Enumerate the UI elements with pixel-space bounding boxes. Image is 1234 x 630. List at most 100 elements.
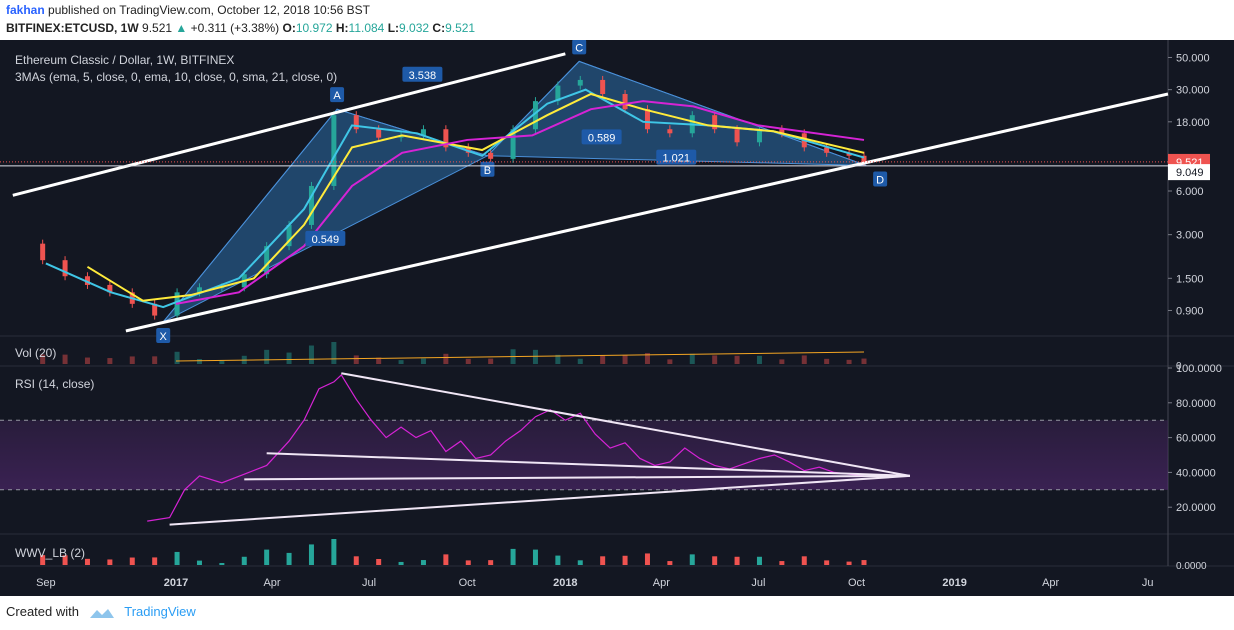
pattern-point-label: C	[575, 42, 583, 54]
volume-bar	[779, 359, 785, 364]
high-value: 11.084	[348, 21, 385, 35]
candle-body	[622, 93, 628, 110]
pattern-point-label: A	[333, 90, 341, 102]
volume-bar	[846, 359, 852, 364]
rsi-tick-label: 40.0000	[1176, 467, 1216, 479]
volume-bar	[40, 354, 46, 364]
rsi-label: RSI (14, close)	[15, 377, 94, 391]
rsi-pane	[147, 372, 911, 526]
volume-bar	[532, 349, 538, 364]
close-value: 9.521	[445, 21, 476, 35]
close-label: C:	[432, 21, 446, 35]
candle-body	[644, 109, 650, 130]
high-label: H:	[335, 21, 349, 35]
tradingview-brand-link[interactable]: TradingView	[124, 604, 196, 619]
axes: 50.00030.00018.00010.0006.0003.0001.5000…	[0, 52, 1222, 589]
volume-bar	[196, 358, 202, 364]
volume-bar	[465, 358, 471, 364]
wwv-label: WWV_LB (2)	[15, 546, 85, 560]
price-tag-2-label: 9.049	[1176, 167, 1204, 179]
candle-body	[756, 129, 762, 143]
volume-bar	[331, 342, 337, 364]
ma-indicator-label: 3MAs (ema, 5, close, 0, ema, 10, close, …	[15, 70, 337, 84]
candle-body	[40, 243, 46, 261]
pattern-labels: X A B C D 3.538 0.549 1.021 0.589	[156, 40, 888, 343]
time-tick-label: Apr	[1042, 577, 1059, 589]
candle-body	[376, 129, 382, 138]
wwv-bar	[644, 553, 650, 565]
wwv-bar	[861, 560, 867, 565]
rsi-trendline	[266, 452, 910, 477]
chart-canvas[interactable]: X A B C D 3.538 0.549 1.021 0.589 50.000 30.000 18…	[0, 40, 1234, 596]
up-arrow-icon: ▲	[175, 21, 188, 35]
wwv-bar	[600, 556, 606, 565]
candle-body	[846, 152, 852, 156]
wwv-zero-label: 0.0000	[1176, 561, 1207, 572]
candle-body	[712, 115, 718, 130]
candle-body	[824, 147, 830, 153]
time-tick-label: Jul	[362, 577, 376, 589]
pattern-legs	[162, 60, 867, 323]
wwv-bar	[756, 556, 762, 565]
wwv-bar	[465, 560, 471, 565]
volume-bar	[152, 356, 158, 364]
wwv-bar	[219, 563, 225, 565]
candle-body	[779, 129, 785, 134]
wwv-bar	[443, 554, 449, 565]
time-tick-label: Apr	[263, 577, 280, 589]
pattern-ratio-label: 1.021	[663, 153, 691, 165]
created-with-text: Created with	[6, 604, 79, 619]
pattern-point-label: X	[160, 331, 168, 343]
volume-bar	[712, 355, 718, 364]
author-link[interactable]: fakhan	[6, 3, 45, 17]
pattern-ratio-badge	[581, 129, 622, 145]
rsi-tick-label: 20.0000	[1176, 502, 1216, 514]
tradingview-logo-icon	[89, 608, 114, 618]
grid	[0, 40, 1234, 567]
wwv-bar	[488, 560, 494, 565]
wwv-pane	[40, 539, 867, 565]
candle-body	[667, 129, 673, 134]
candle-body	[196, 287, 202, 293]
wwv-bar	[84, 558, 90, 565]
time-tick-label: 2018	[553, 577, 577, 589]
rsi-band-fill	[0, 420, 1168, 490]
volume-bar	[308, 345, 314, 364]
ma-line	[175, 100, 865, 305]
wwv-bar	[308, 544, 314, 565]
wwv-bar	[801, 556, 807, 565]
volume-bar	[264, 349, 270, 364]
time-tick-label: Ju	[1142, 577, 1154, 589]
wwv-bar	[622, 555, 628, 565]
candle-body	[308, 185, 314, 225]
wwv-bar	[152, 557, 158, 565]
publish-info: fakhan published on TradingView.com, Oct…	[6, 3, 370, 17]
candle-body	[331, 115, 337, 186]
volume-bar	[129, 356, 135, 364]
volume-zero-label: 0	[1176, 361, 1182, 372]
wwv-bar	[824, 560, 830, 565]
wwv-bar	[331, 539, 337, 565]
pattern-ratio-badge	[402, 66, 443, 82]
wwv-bar	[420, 560, 426, 565]
time-tick-label: Apr	[653, 577, 670, 589]
candle-body	[353, 115, 359, 130]
candle-body	[84, 276, 90, 285]
pattern-point-badge	[156, 327, 171, 343]
volume-bar	[420, 358, 426, 364]
volume-bar	[861, 358, 867, 364]
price-tick-label: 18.000	[1176, 117, 1210, 129]
candle-body	[443, 129, 449, 148]
low-value: 9.032	[399, 21, 430, 35]
wwv-bar	[577, 560, 583, 565]
rsi-tick-label: 60.0000	[1176, 433, 1216, 445]
published-text: published on TradingView.com, October 12…	[48, 3, 371, 17]
wwv-bar	[196, 560, 202, 565]
wwv-bar	[398, 561, 404, 565]
wwv-bar	[689, 554, 695, 565]
ohlc-bar: BITFINEX:ETCUSD, 1W 9.521 ▲ +0.311 (+3.3…	[6, 21, 475, 35]
volume-bar	[622, 354, 628, 364]
volume-bar	[219, 361, 225, 364]
pattern-ratio-label: 3.538	[409, 70, 437, 82]
time-tick-label: Oct	[459, 577, 476, 589]
